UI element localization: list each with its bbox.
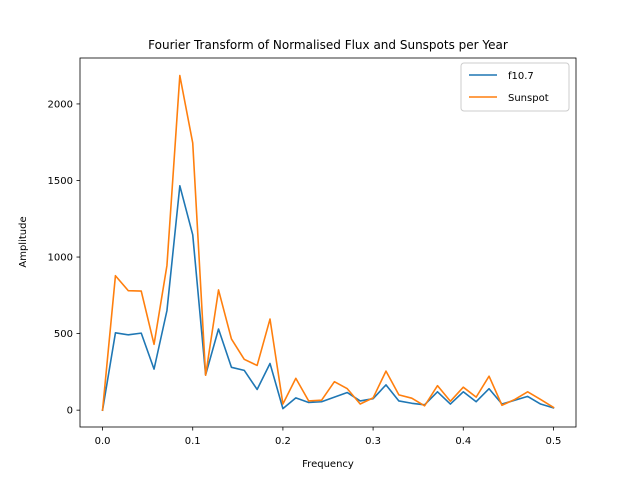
series-layer — [101, 74, 555, 412]
axes-frame — [79, 57, 577, 428]
series-line-sunspot — [101, 74, 555, 412]
y-tick-label: 1500 — [48, 176, 73, 187]
x-axis-ticks: 0.0 0.1 0.2 0.3 0.4 0.5 — [95, 427, 562, 447]
legend: f10.7 Sunspot — [460, 62, 570, 112]
x-tick-label: 0.4 — [455, 436, 471, 447]
y-tick-label: 500 — [54, 329, 73, 340]
y-tick-label: 0 — [67, 406, 73, 417]
y-tick-label: 2000 — [48, 99, 73, 110]
x-tick-label: 0.1 — [185, 436, 201, 447]
chart-title: Fourier Transform of Normalised Flux and… — [148, 38, 508, 52]
x-axis-label: Frequency — [302, 459, 354, 470]
x-tick-label: 0.5 — [546, 436, 562, 447]
legend-label-sunspot: Sunspot — [508, 93, 549, 104]
y-axis-label: Amplitude — [18, 216, 29, 267]
y-axis-ticks: 0 500 1000 1500 2000 — [48, 99, 80, 417]
x-tick-label: 0.3 — [365, 436, 381, 447]
x-tick-label: 0.2 — [275, 436, 291, 447]
legend-label-f10-7: f10.7 — [508, 71, 534, 82]
x-tick-label: 0.0 — [95, 436, 111, 447]
y-tick-label: 1000 — [48, 253, 73, 264]
series-line-f10-7 — [101, 185, 555, 412]
